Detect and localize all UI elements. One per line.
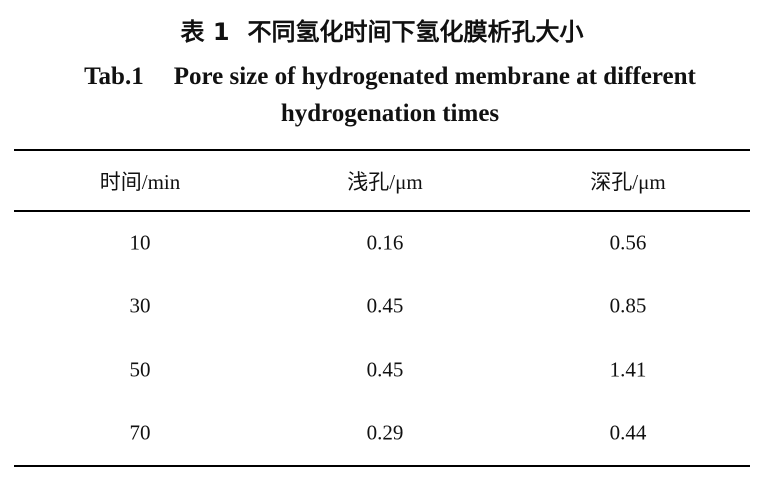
table-cell: 0.16 [366, 230, 404, 255]
table-cell: 0.29 [366, 420, 404, 445]
caption-en: Tab.1 Pore size of hydrogenated membrane … [40, 58, 740, 132]
table-cell: 0.56 [609, 230, 647, 255]
bottom-rule [14, 465, 750, 467]
table-cell: 0.45 [366, 293, 404, 318]
header-cell: 时间/min [99, 170, 181, 194]
caption-text: 不同氢化时间下氢化膜析孔大小 [247, 18, 584, 46]
table-cell: 0.85 [609, 293, 647, 318]
top-rule [14, 149, 750, 151]
table-cell: 0.45 [366, 357, 404, 382]
caption-label: 表 1 [180, 18, 230, 46]
header-cell: 深孔/μm [590, 170, 666, 194]
table-cell: 10 [129, 230, 151, 255]
caption-cn: 表 1 不同氢化时间下氢化膜析孔大小 [0, 12, 764, 47]
table-cell: 30 [129, 293, 151, 318]
table-cell: 70 [129, 420, 151, 445]
header-cell: 浅孔/μm [347, 170, 423, 194]
table-cell: 1.41 [609, 357, 647, 382]
caption-label: Tab.1 [84, 63, 144, 90]
header-rule [14, 210, 750, 212]
table-cell: 0.44 [609, 420, 647, 445]
caption-text: Pore size of hydrogenated membrane at di… [173, 63, 696, 127]
table-cell: 50 [129, 357, 151, 382]
